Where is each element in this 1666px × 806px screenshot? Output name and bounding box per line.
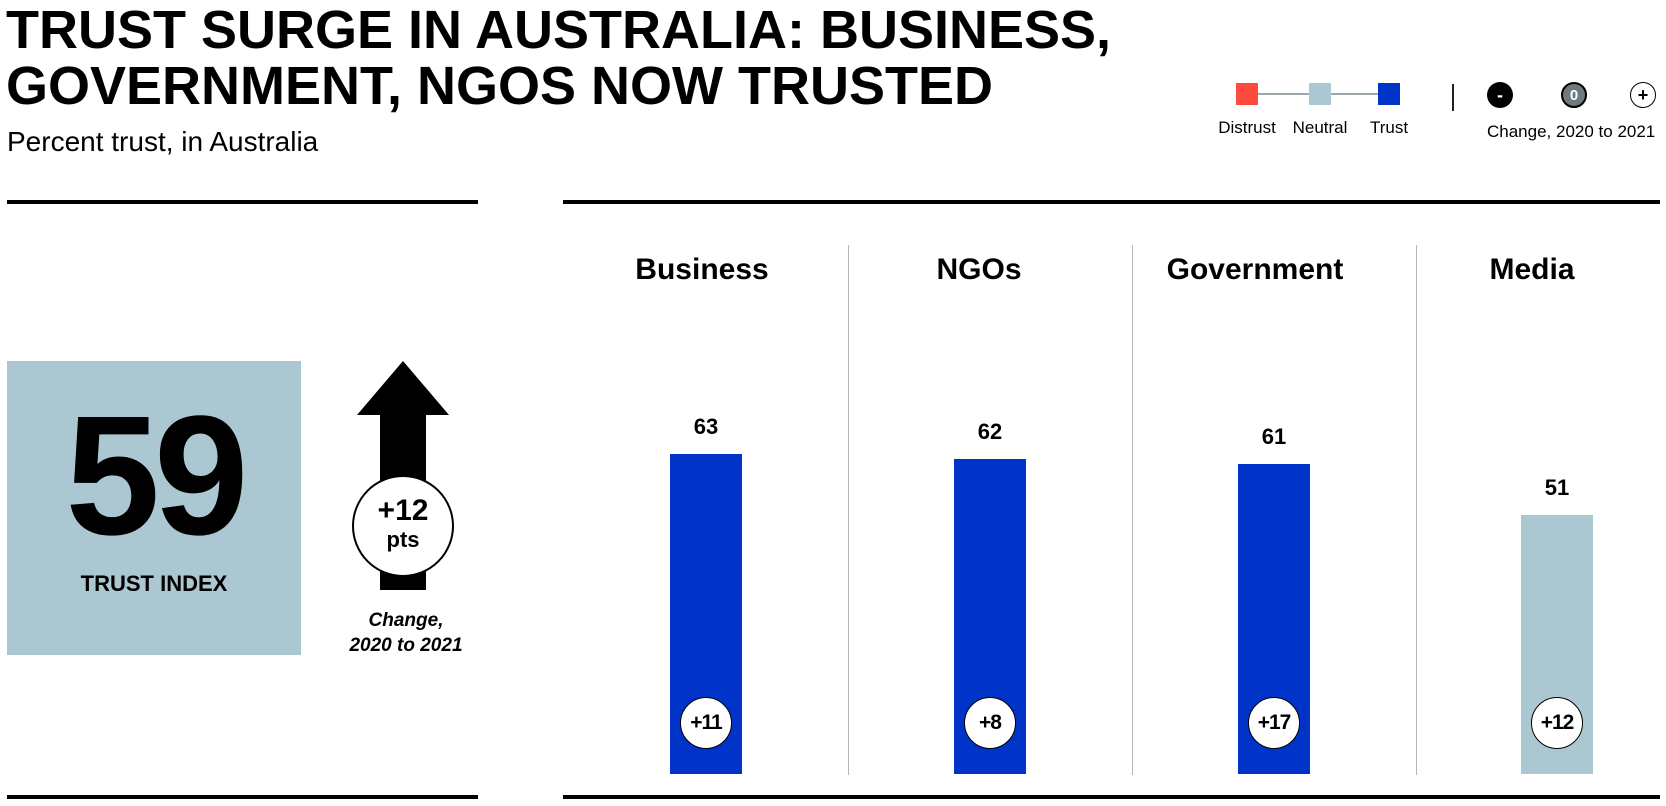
- plus-change-icon: +: [1630, 82, 1656, 108]
- bar-change-badge-ngos: +8: [964, 697, 1016, 749]
- chart-bottom-rule: [563, 795, 1660, 799]
- left-bottom-rule: [7, 795, 478, 799]
- legend-distrust-label: Distrust: [1218, 118, 1276, 137]
- category-title-government: Government: [1166, 253, 1344, 286]
- change-note-line-1: Change,: [368, 610, 444, 631]
- bar-change-badge-government: +17: [1248, 697, 1300, 749]
- title-line-1: TRUST SURGE IN AUSTRALIA: BUSINESS,: [6, 0, 1112, 60]
- category-title-ngos: NGOs: [936, 253, 1022, 286]
- bar-value-label-media: 51: [1544, 475, 1570, 500]
- minus-change-icon: -: [1487, 82, 1513, 108]
- trust-index-box: 59 TRUST INDEX: [7, 361, 301, 655]
- category-title-media: Media: [1489, 253, 1575, 286]
- chart-top-rule: [563, 200, 1660, 204]
- legend-separator: [1452, 84, 1454, 111]
- trust-index-change-note: Change, 2020 to 2021: [336, 608, 476, 658]
- legend-distrust-swatch: [1236, 83, 1258, 105]
- legend: Distrust Neutral Trust - 0 + Change, 202…: [1218, 80, 1665, 150]
- bar-value-label-business: 63: [693, 414, 719, 439]
- bar-value-label-government: 61: [1261, 424, 1287, 449]
- bar-change-badge-business: +11: [680, 697, 732, 749]
- legend-change-label: Change, 2020 to 2021: [1487, 122, 1656, 141]
- category-title-business: Business: [635, 253, 769, 286]
- trust-index-label: TRUST INDEX: [80, 571, 228, 596]
- legend-neutral-swatch: [1309, 83, 1331, 105]
- legend-trust-label: Trust: [1369, 118, 1409, 137]
- page-subtitle: Percent trust, in Australia: [7, 126, 319, 157]
- legend-trust-swatch: [1378, 83, 1400, 105]
- left-top-rule: [7, 200, 478, 204]
- bar-change-badge-media: +12: [1531, 697, 1583, 749]
- arrow-head: [357, 361, 449, 415]
- bar-value-label-ngos: 62: [977, 419, 1003, 444]
- legend-neutral-label: Neutral: [1292, 118, 1348, 137]
- change-note-line-2: 2020 to 2021: [349, 635, 463, 656]
- trust-index-change-value: +12: [377, 494, 429, 527]
- trust-index-value: 59: [65, 381, 248, 571]
- page-title: TRUST SURGE IN AUSTRALIA: BUSINESS, GOVE…: [6, 2, 1111, 114]
- trust-index-change-badge: +12 pts: [352, 475, 454, 577]
- column-separator: [848, 245, 849, 775]
- column-separator: [1132, 245, 1133, 775]
- title-line-2: GOVERNMENT, NGOS NOW TRUSTED: [6, 56, 994, 116]
- zero-change-icon: 0: [1561, 82, 1587, 108]
- column-separator: [1416, 245, 1417, 775]
- trust-index-change-unit: pts: [386, 527, 420, 552]
